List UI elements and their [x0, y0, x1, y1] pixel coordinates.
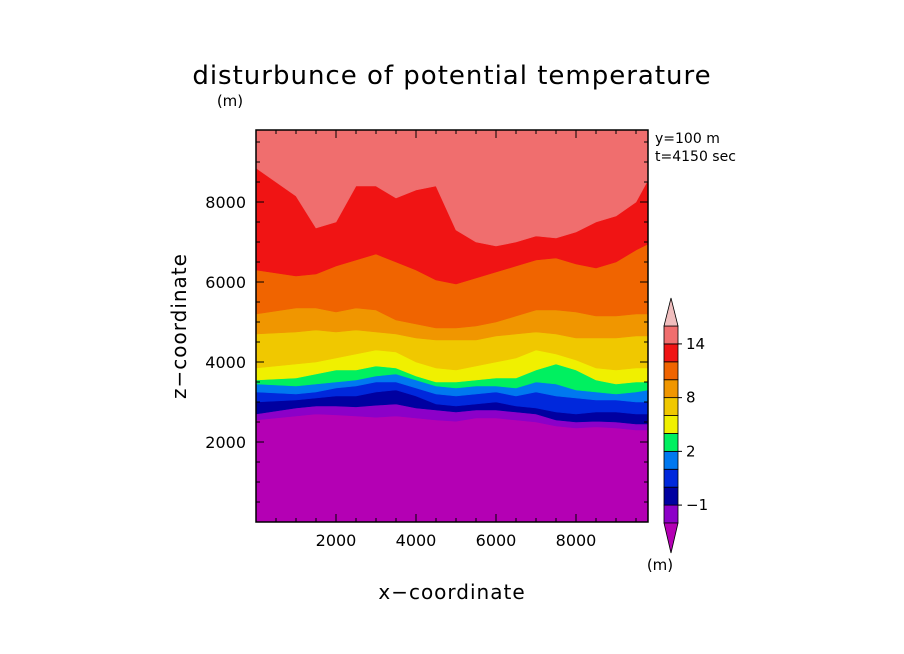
y-axis-label: z−coordinate: [167, 253, 191, 399]
x-axis-label: x−coordinate: [378, 580, 525, 604]
x-tick-label: 4000: [396, 531, 437, 550]
colorbar-swatch: [663, 325, 679, 345]
colorbar-swatch: [663, 397, 679, 416]
colorbar-unit-label: (m): [647, 556, 673, 574]
y-tick-label: 2000: [205, 433, 246, 452]
colorbar-tick-label: 8: [686, 389, 696, 407]
colorbar-swatch: [663, 450, 679, 470]
chart-title: disturbunce of potential temperature: [192, 61, 711, 91]
annotation-time: t=4150 sec: [655, 149, 736, 165]
colorbar-extend-min: [663, 522, 679, 554]
colorbar-swatch: [663, 468, 679, 488]
y-tick-label: 4000: [205, 353, 246, 372]
colorbar-swatch: [663, 504, 679, 524]
colorbar-swatch: [663, 361, 679, 381]
contour-band-level-16: [255, 129, 649, 247]
colorbar-swatch: [663, 415, 679, 434]
y-tick-label: 8000: [205, 193, 246, 212]
colorbar-swatch: [663, 343, 679, 363]
colorbar-swatch: [663, 486, 679, 506]
x-tick-label: 8000: [556, 531, 597, 550]
colorbar-tick-label: −1: [686, 496, 708, 514]
x-tick-label: 6000: [476, 531, 517, 550]
annotation-y-position: y=100 m: [655, 131, 720, 147]
colorbar: 14 8 2 −1: [663, 297, 708, 554]
x-axis-ticks: 2000 4000 6000 8000: [275, 130, 637, 550]
contour-fills: [255, 129, 649, 522]
plot-frame: [255, 129, 649, 523]
y-tick-label: 6000: [205, 273, 246, 292]
colorbar-tick-label: 2: [686, 442, 696, 460]
colorbar-swatch: [663, 379, 679, 399]
colorbar-extend-max: [663, 297, 679, 327]
x-tick-label: 2000: [316, 531, 357, 550]
colorbar-tick-label: 14: [686, 335, 705, 353]
colorbar-swatch: [663, 433, 679, 452]
y-unit-label: (m): [217, 92, 243, 110]
y-axis-ticks: 2000 4000 6000 8000: [205, 141, 648, 503]
